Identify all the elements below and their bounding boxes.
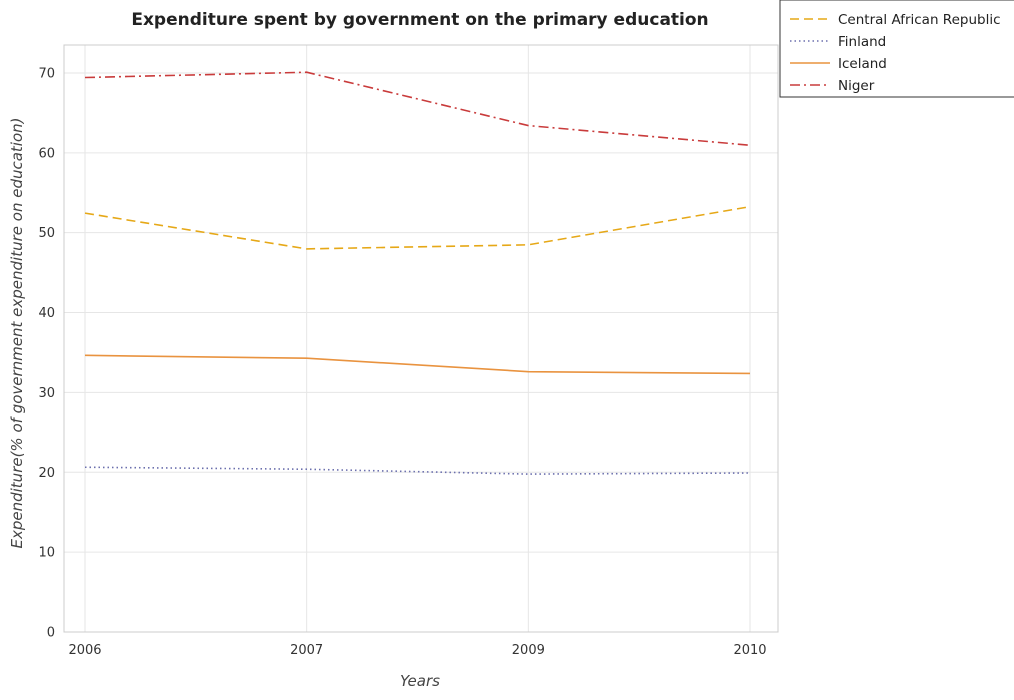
series-line-central-african-republic	[84, 205, 751, 250]
legend-label: Central African Republic	[838, 12, 1001, 28]
x-tick-label: 2009	[512, 643, 545, 658]
y-axis-label: Expenditure(% of government expenditure …	[8, 118, 26, 549]
x-tick-label: 2010	[733, 643, 766, 658]
series-lines	[84, 71, 751, 475]
series-line-iceland	[84, 354, 751, 375]
y-tick-label: 40	[38, 306, 55, 321]
legend-label: Niger	[838, 78, 875, 94]
series-line-finland	[84, 466, 751, 475]
plot-border	[63, 44, 779, 633]
legend-label: Finland	[838, 34, 886, 50]
series-line-niger	[84, 71, 751, 147]
plot-area	[63, 44, 779, 633]
legend-box	[779, 0, 1014, 98]
y-tick-label: 10	[38, 546, 55, 561]
y-tick-label: 70	[38, 66, 55, 81]
y-tick-label: 20	[38, 466, 55, 481]
y-tick-label: 60	[38, 146, 55, 161]
legend: Central African Republic Finland Iceland Ni…	[779, 0, 1014, 98]
chart-title: Expenditure spent by government on the p…	[131, 10, 708, 30]
x-tick-label: 2007	[290, 643, 323, 658]
y-tick-label: 30	[38, 386, 55, 401]
legend-label: Iceland	[838, 56, 887, 72]
horizontal-gridlines	[64, 72, 778, 633]
y-tick-label: 50	[38, 226, 55, 241]
y-axis-ticks: 0 10 20 30 40 50 60 70	[38, 66, 55, 640]
vertical-gridlines	[84, 45, 751, 632]
y-tick-label: 0	[47, 626, 55, 641]
x-axis-label: Years	[400, 672, 440, 690]
x-tick-label: 2006	[68, 643, 101, 658]
x-axis-ticks: 2006 2007 2009 2010	[68, 643, 766, 658]
